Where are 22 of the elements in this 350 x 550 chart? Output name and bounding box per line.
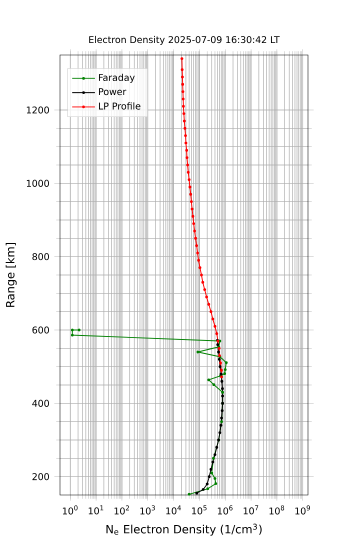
legend-label: Power [98, 88, 126, 96]
y-tick-label: 400 [32, 400, 49, 407]
x-tick-label: 10$^{5}$ [192, 505, 207, 514]
x-tick-label: 10$^{3}$ [140, 505, 155, 514]
x-tick-label: 10$^{6}$ [218, 505, 233, 514]
y-tick-label: 1200 [26, 106, 49, 114]
x-tick-label: 10$^{0}$ [62, 505, 78, 514]
legend-label: LP Profile [98, 102, 140, 110]
y-tick-label: 200 [32, 473, 49, 480]
x-tick-label: 10$^{7}$ [244, 505, 258, 514]
y-tick-label: 600 [32, 326, 49, 334]
chart-title: Electron Density 2025-07-09 16:30:42 LT [89, 36, 280, 45]
x-tick-label: 10$^{1}$ [88, 505, 104, 514]
x-tick-label: 10$^{8}$ [270, 505, 284, 514]
x-tick-label: 10$^{9}$ [295, 505, 310, 514]
y-tick-label: 800 [32, 253, 49, 260]
x-tick-label: 10$^{4}$ [166, 505, 181, 514]
legend-label: Faraday [98, 74, 135, 83]
y-axis-title: Range [km] [6, 242, 17, 307]
x-tick-label: 10$^{2}$ [114, 505, 129, 514]
x-axis-title: N$_{e}$ Electron Density (1/cm$^{3}$) [106, 524, 262, 536]
y-tick-label: 1000 [26, 180, 49, 187]
